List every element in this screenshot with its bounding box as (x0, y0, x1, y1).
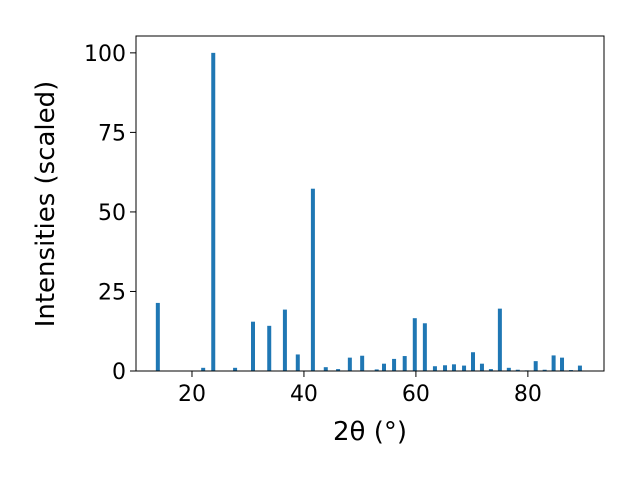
bar (402, 356, 407, 371)
bar (412, 318, 417, 371)
bar (381, 363, 386, 371)
bar (533, 361, 538, 371)
bar (488, 369, 493, 371)
bar (462, 365, 467, 371)
bar (251, 321, 255, 371)
y-tick-label: 0 (112, 360, 126, 385)
bar (295, 354, 300, 371)
bar (422, 323, 427, 371)
bar (451, 364, 456, 371)
bar (560, 357, 565, 371)
bar (323, 367, 328, 371)
bar (374, 369, 379, 371)
bar (155, 302, 160, 371)
y-tick-label: 100 (84, 42, 126, 67)
bar (542, 369, 547, 371)
bar (360, 355, 365, 371)
x-tick-label: 60 (402, 382, 430, 407)
bar (577, 365, 582, 371)
x-tick-label: 20 (178, 382, 206, 407)
bar (336, 369, 341, 371)
bar (310, 188, 315, 371)
x-tick-label: 80 (514, 382, 542, 407)
bar (479, 363, 484, 371)
y-tick-label: 25 (98, 280, 126, 305)
bar (506, 367, 511, 371)
bar (551, 355, 556, 371)
x-axis-label: 2θ (°) (333, 417, 407, 447)
bar (515, 369, 520, 371)
bar (347, 357, 352, 371)
bar (282, 309, 287, 371)
bar (211, 52, 216, 371)
bar (267, 325, 272, 371)
y-tick-label: 75 (98, 121, 126, 146)
bar (233, 367, 238, 371)
bar (471, 352, 476, 371)
bar (497, 308, 502, 371)
y-tick-label: 50 (98, 201, 126, 226)
bar (432, 366, 437, 371)
y-axis-label: Intensities (scaled) (31, 81, 61, 328)
bar (201, 367, 206, 371)
bar (443, 365, 448, 371)
plot-frame (135, 35, 605, 372)
bar (392, 358, 397, 371)
x-tick-label: 40 (290, 382, 318, 407)
